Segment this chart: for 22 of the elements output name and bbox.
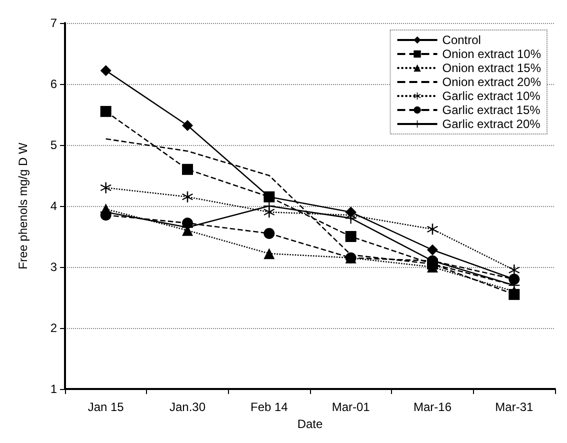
y-tick-label: 6 [50,77,58,91]
x-axis-title: Date [297,416,323,431]
legend-label: Onion extract 15% [442,61,542,75]
x-tick-label: Mar-16 [413,400,452,414]
x-tick-label: Feb 14 [250,400,288,414]
y-tick-label: 2 [50,321,58,335]
y-tick-label: 7 [50,16,58,30]
y-axis-title: Free phenols mg/g D W [16,142,30,270]
legend-label: Garlic extract 20% [442,117,541,131]
legend-label: Garlic extract 10% [442,89,541,103]
y-tick-label: 1 [50,382,58,396]
x-tick-label: Mar-01 [332,400,370,414]
x-tick-label: Mar-31 [495,400,534,414]
legend-label: Onion extract 20% [442,75,542,89]
legend-label: Control [442,33,481,47]
y-tick-label: 3 [50,260,58,274]
y-tick-label: 5 [50,138,58,152]
x-tick-label: Jan.30 [169,400,206,414]
legend-label: Onion extract 10% [442,47,542,61]
y-tick-label: 4 [50,199,58,213]
legend-label: Garlic extract 15% [442,103,541,117]
x-tick-label: Jan 15 [88,400,124,414]
